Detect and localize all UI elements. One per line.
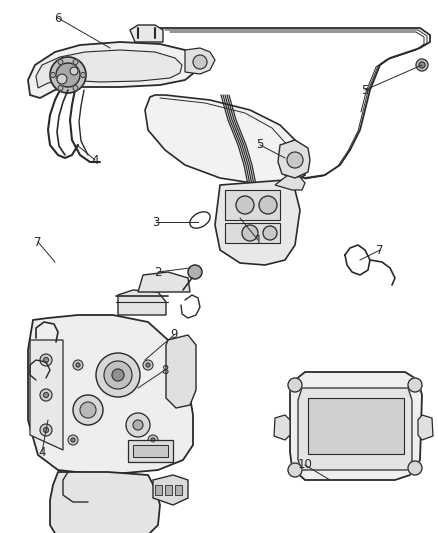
Bar bbox=[155, 485, 162, 495]
Circle shape bbox=[408, 378, 422, 392]
Circle shape bbox=[76, 363, 80, 367]
Bar bbox=[133, 445, 168, 457]
Polygon shape bbox=[145, 95, 305, 185]
Text: 4: 4 bbox=[38, 446, 46, 458]
Polygon shape bbox=[28, 315, 193, 475]
Circle shape bbox=[408, 461, 422, 475]
Circle shape bbox=[40, 354, 52, 366]
Polygon shape bbox=[36, 50, 182, 88]
Circle shape bbox=[56, 63, 80, 87]
Circle shape bbox=[40, 389, 52, 401]
Polygon shape bbox=[138, 272, 190, 292]
Circle shape bbox=[146, 363, 150, 367]
Circle shape bbox=[288, 463, 302, 477]
Circle shape bbox=[287, 152, 303, 168]
Polygon shape bbox=[130, 25, 163, 42]
Circle shape bbox=[73, 395, 103, 425]
Text: 1: 1 bbox=[254, 233, 262, 246]
Text: 7: 7 bbox=[376, 244, 384, 256]
Bar bbox=[308, 398, 404, 454]
Circle shape bbox=[43, 427, 49, 432]
Text: 5: 5 bbox=[256, 139, 264, 151]
Circle shape bbox=[259, 196, 277, 214]
Circle shape bbox=[68, 435, 78, 445]
Text: 2: 2 bbox=[154, 265, 162, 279]
Circle shape bbox=[73, 85, 78, 91]
Polygon shape bbox=[185, 48, 215, 74]
Circle shape bbox=[70, 67, 78, 75]
Circle shape bbox=[416, 59, 428, 71]
Circle shape bbox=[81, 72, 85, 77]
Text: 5: 5 bbox=[361, 84, 369, 96]
Polygon shape bbox=[290, 372, 422, 480]
Polygon shape bbox=[153, 475, 188, 505]
Bar bbox=[225, 223, 280, 243]
Circle shape bbox=[73, 360, 83, 370]
Circle shape bbox=[242, 225, 258, 241]
Circle shape bbox=[71, 438, 75, 442]
Polygon shape bbox=[28, 42, 195, 98]
Circle shape bbox=[112, 369, 124, 381]
Bar bbox=[225, 190, 280, 220]
Polygon shape bbox=[30, 340, 63, 450]
Text: 3: 3 bbox=[152, 215, 160, 229]
Circle shape bbox=[288, 378, 302, 392]
Circle shape bbox=[40, 424, 52, 436]
Circle shape bbox=[80, 402, 96, 418]
Circle shape bbox=[50, 72, 56, 77]
Polygon shape bbox=[50, 472, 160, 533]
Circle shape bbox=[57, 74, 67, 84]
Text: 10: 10 bbox=[297, 458, 312, 472]
Polygon shape bbox=[278, 140, 310, 178]
Polygon shape bbox=[118, 290, 166, 315]
Circle shape bbox=[58, 85, 63, 91]
Circle shape bbox=[58, 60, 63, 64]
Text: 9: 9 bbox=[170, 328, 178, 342]
Circle shape bbox=[236, 196, 254, 214]
Text: 6: 6 bbox=[54, 12, 62, 25]
Circle shape bbox=[43, 392, 49, 398]
Circle shape bbox=[263, 226, 277, 240]
Bar bbox=[175, 485, 182, 495]
Polygon shape bbox=[298, 388, 412, 470]
Polygon shape bbox=[418, 415, 433, 440]
Circle shape bbox=[419, 62, 425, 68]
Bar bbox=[165, 485, 172, 495]
Polygon shape bbox=[166, 335, 196, 408]
Circle shape bbox=[73, 60, 78, 64]
Circle shape bbox=[104, 361, 132, 389]
Circle shape bbox=[148, 435, 158, 445]
Circle shape bbox=[43, 358, 49, 362]
Text: 4: 4 bbox=[91, 154, 99, 166]
Text: 8: 8 bbox=[161, 364, 169, 376]
Circle shape bbox=[133, 420, 143, 430]
Circle shape bbox=[50, 57, 86, 93]
Polygon shape bbox=[274, 415, 290, 440]
Polygon shape bbox=[215, 180, 300, 265]
Circle shape bbox=[96, 353, 140, 397]
Bar bbox=[128, 440, 173, 462]
Circle shape bbox=[193, 55, 207, 69]
Circle shape bbox=[151, 438, 155, 442]
Circle shape bbox=[143, 360, 153, 370]
Circle shape bbox=[126, 413, 150, 437]
Text: 7: 7 bbox=[34, 236, 42, 248]
Circle shape bbox=[188, 265, 202, 279]
Polygon shape bbox=[275, 175, 305, 190]
